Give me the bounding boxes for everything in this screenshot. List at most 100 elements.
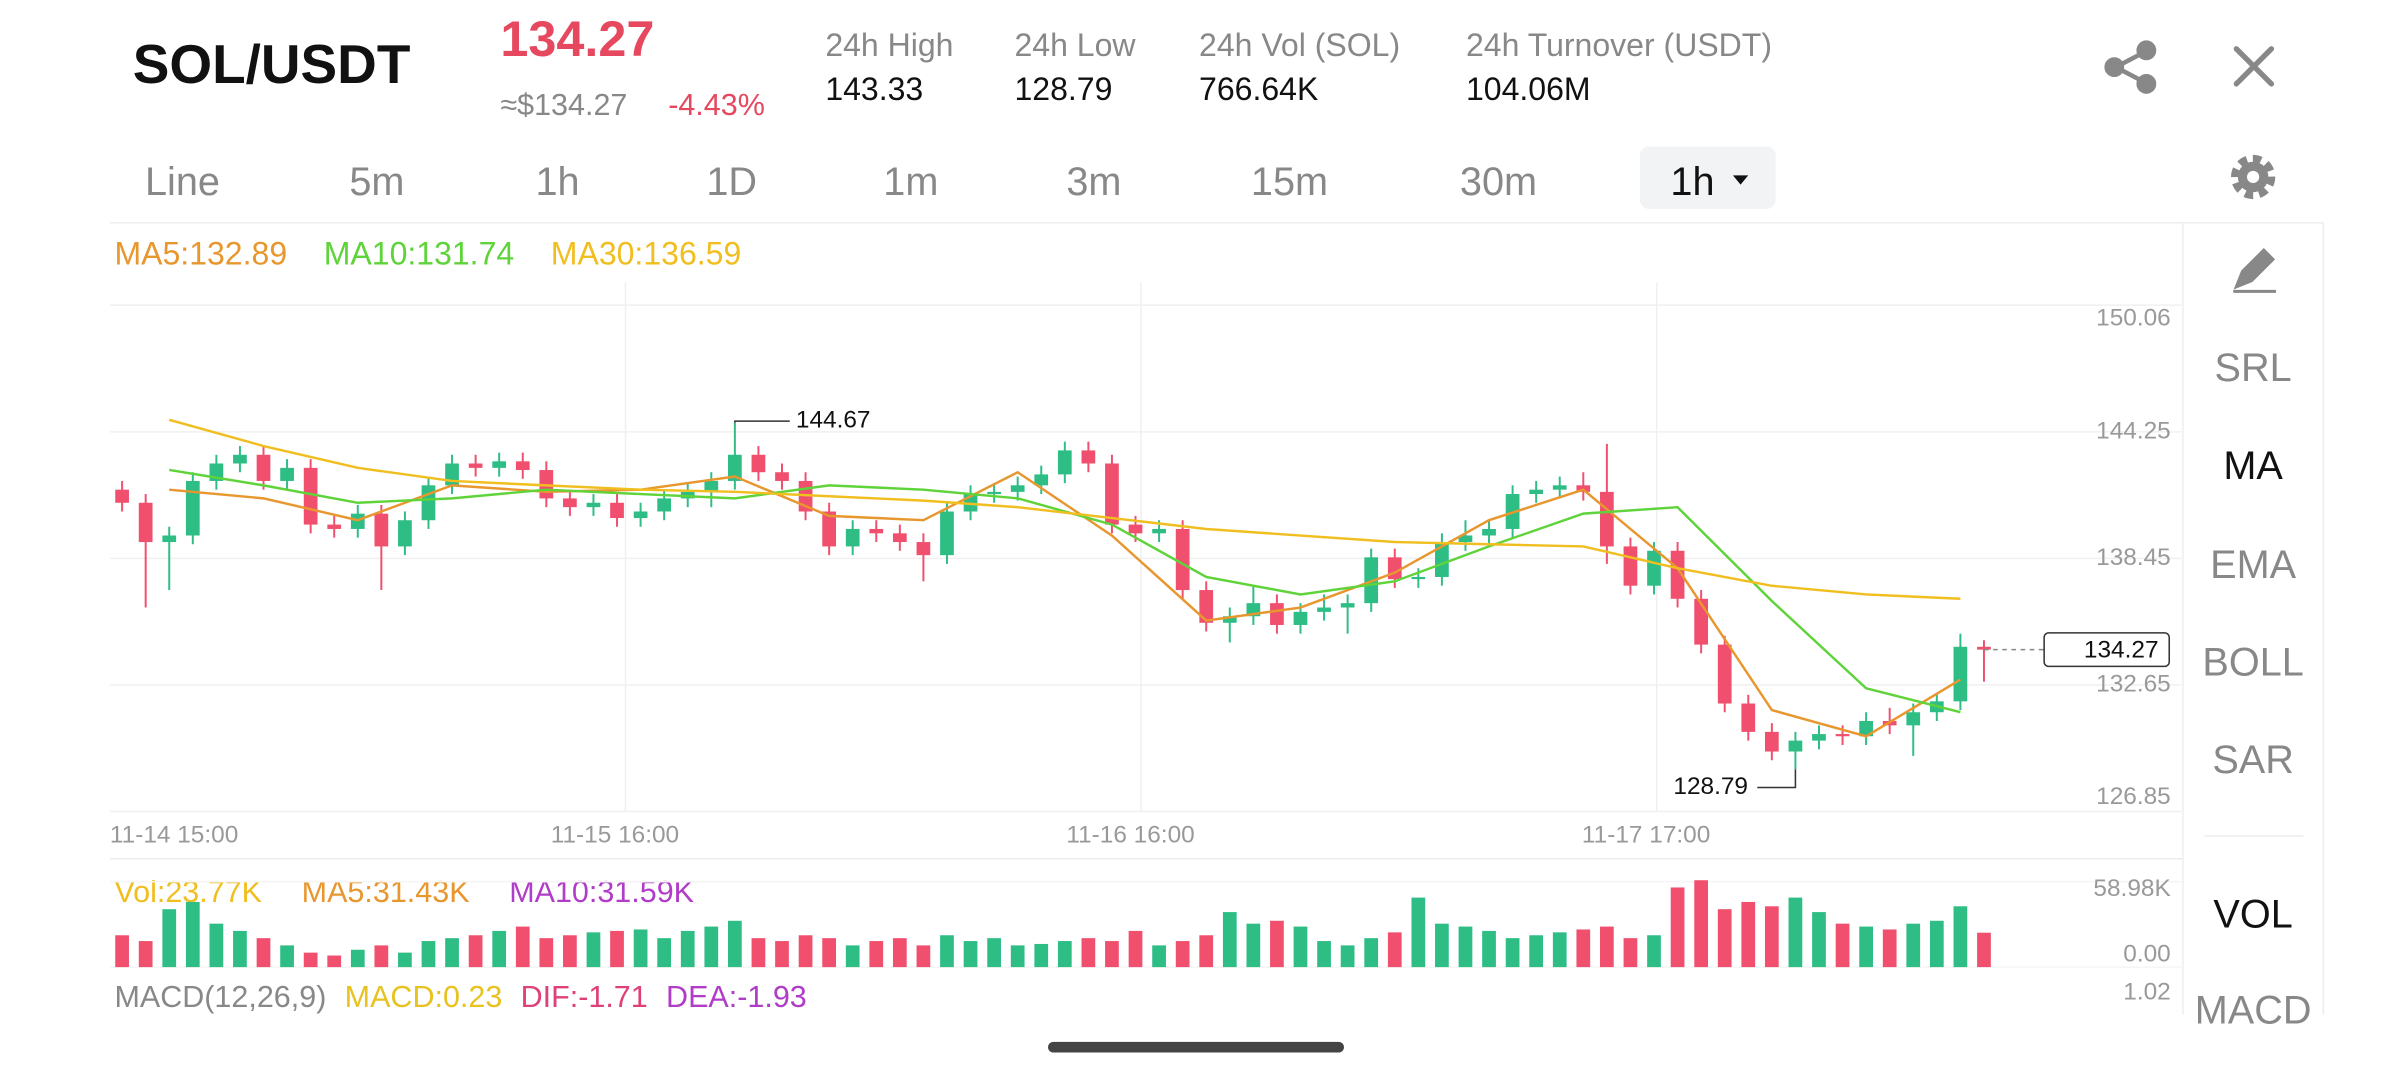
candle-body [1906, 712, 1921, 726]
tool[interactable]: EMA [2210, 543, 2296, 587]
tool[interactable]: MA [2223, 444, 2283, 488]
candle-body [1222, 616, 1237, 623]
volume-bar [1081, 938, 1096, 968]
macd-legend: MACD:0.23 [345, 980, 503, 1014]
x-tick-label: 11-15 16:00 [551, 821, 679, 848]
tab[interactable]: 30m [1460, 160, 1537, 204]
tab[interactable]: 1D [706, 160, 757, 204]
volume-bar [1576, 929, 1591, 968]
volume-bar [374, 945, 389, 968]
home-indicator [1048, 1041, 1344, 1053]
volume-bar [185, 901, 200, 968]
vol-tick-label: 0.00 [2123, 940, 2170, 967]
candle-body [869, 528, 884, 534]
candle-body [1623, 546, 1638, 586]
tab[interactable]: 3m [1066, 160, 1121, 204]
volume-bar [398, 952, 412, 968]
volume-bar [1152, 945, 1166, 968]
volume-bar [1764, 906, 1779, 968]
candle-body [303, 467, 318, 525]
gear-teeth [2231, 154, 2276, 200]
close-icon[interactable] [2233, 46, 2275, 87]
stat-label: 24h Turnover (USDT) [1466, 27, 1772, 63]
volume-bar [563, 935, 577, 968]
volume-bar [1175, 941, 1190, 968]
volume-bar [1340, 945, 1355, 968]
volume-bar [492, 930, 507, 968]
vol-tick-label: 58.98K [2093, 875, 2170, 902]
candle-body [1175, 528, 1190, 591]
volume-bar [1270, 920, 1284, 968]
low-pointer [1757, 769, 1797, 789]
candle-body [1741, 703, 1756, 732]
candle-body [1270, 603, 1284, 625]
candle-body [256, 454, 271, 481]
x-tick-label: 11-17 17:00 [1582, 821, 1710, 848]
caret [1732, 175, 1749, 185]
candle-body [1600, 491, 1614, 547]
tab[interactable]: 1h [535, 160, 579, 204]
ma-line [168, 418, 1961, 600]
share-dot [2104, 57, 2125, 78]
tool[interactable]: VOL [2213, 892, 2292, 936]
volume-bar [775, 941, 789, 968]
candle-body [822, 511, 836, 547]
volume-bar [1741, 901, 1756, 968]
candle-body [162, 535, 177, 543]
candle-body [468, 463, 483, 468]
candle-body [775, 472, 789, 481]
candle-body [1764, 731, 1779, 752]
volume-bar [115, 935, 129, 968]
tab[interactable]: 1m [883, 160, 938, 204]
tool[interactable]: SAR [2212, 738, 2294, 782]
x-tick-label: 11-14 15:00 [110, 821, 238, 848]
candle-body [892, 533, 907, 543]
candle-body [1010, 485, 1025, 492]
volume-bar [1977, 932, 1991, 968]
y-tick-label: 126.85 [2096, 783, 2171, 810]
volume-bar [1411, 897, 1426, 968]
y-tick-label: 132.65 [2096, 670, 2171, 697]
volume-bar [1458, 926, 1473, 968]
volume-bar [1552, 932, 1567, 968]
volume-bar [586, 932, 601, 968]
candle-body [586, 502, 601, 508]
candle-body [610, 502, 624, 519]
candle-body [115, 489, 129, 503]
candle-body [1387, 557, 1402, 580]
volume-bar [327, 955, 342, 968]
stat-value: 766.64K [1199, 71, 1318, 107]
candle-body [515, 461, 530, 471]
interval-dropdown[interactable]: 1h [1670, 160, 1714, 204]
candle-body [1034, 474, 1049, 486]
settings-icon[interactable] [2231, 154, 2276, 200]
tab[interactable]: 5m [349, 160, 404, 204]
volume-bar [468, 935, 483, 968]
candle-body [1552, 485, 1567, 490]
volume-bar [1600, 926, 1614, 968]
gear-hole [2247, 170, 2260, 184]
candle-body [280, 467, 294, 481]
tool[interactable]: SRL [2215, 346, 2292, 390]
stat-value: 128.79 [1014, 71, 1112, 107]
share-icon[interactable] [2104, 40, 2157, 94]
vol-legend: MA10:31.59K [509, 875, 694, 909]
macd-legend: DEA:-1.93 [666, 980, 807, 1014]
volume-bar [1435, 923, 1449, 968]
ma-legend: MA5:132.89 [114, 236, 287, 272]
tab[interactable]: 15m [1251, 160, 1328, 204]
volume-bar [1812, 912, 1826, 968]
draw-icon[interactable] [2233, 248, 2276, 293]
candle-body [1411, 576, 1426, 580]
low-label: 128.79 [1673, 773, 1748, 800]
volume-bar [680, 930, 695, 968]
candle-body [1835, 734, 1850, 737]
candle-body [845, 528, 860, 547]
candle-body [563, 498, 577, 508]
tab[interactable]: Line [145, 160, 220, 204]
tool[interactable]: MACD [2195, 988, 2312, 1032]
macd-legend: DIF:-1.71 [521, 980, 648, 1014]
tool[interactable]: BOLL [2202, 641, 2303, 685]
candle-body [327, 524, 342, 529]
